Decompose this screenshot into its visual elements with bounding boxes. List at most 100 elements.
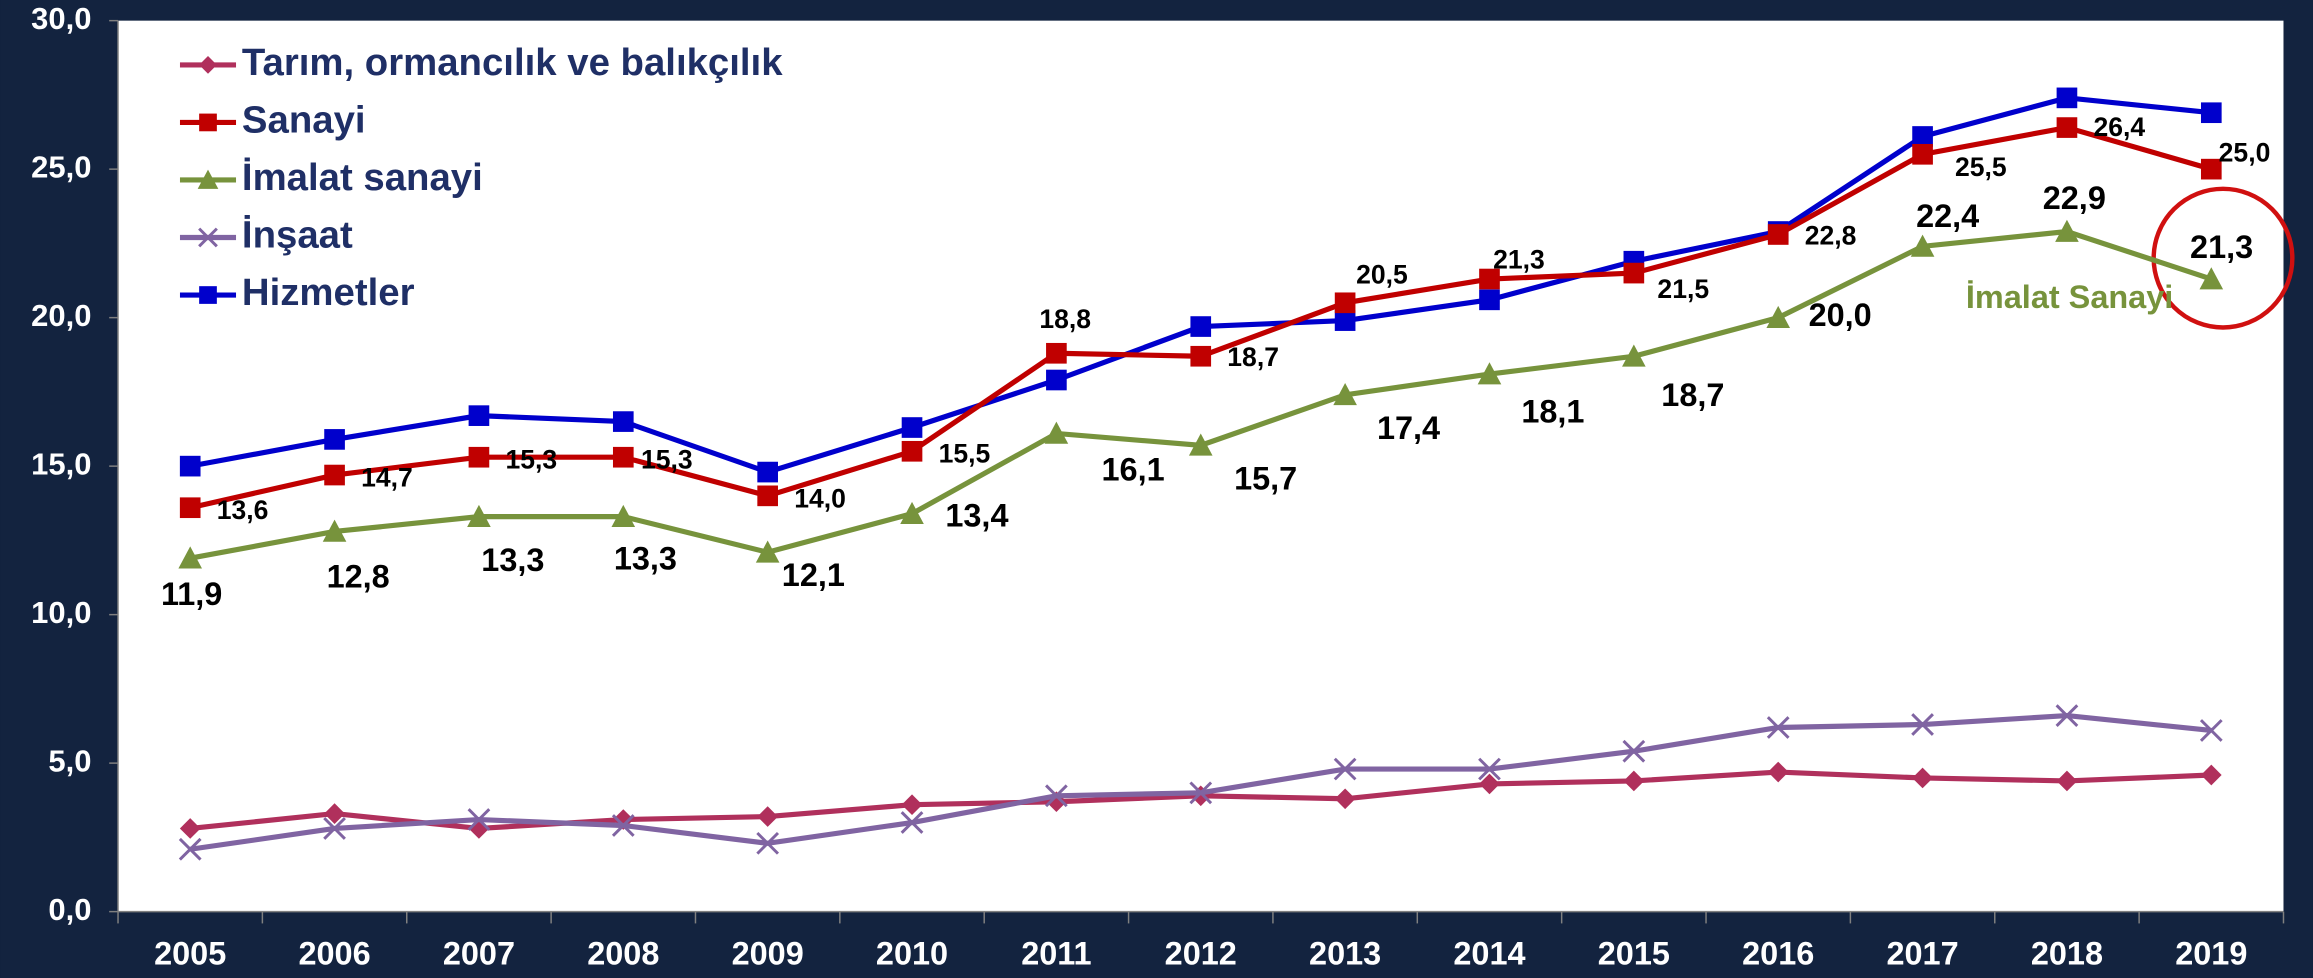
marker: [1623, 770, 1645, 792]
marker: [1912, 143, 1933, 165]
marker: [1622, 739, 1646, 763]
x-tick-label: 2016: [1742, 935, 1814, 971]
marker: [757, 485, 778, 507]
y-tick-label: 30,0: [31, 1, 91, 36]
x-tick-label: 2014: [1453, 935, 1525, 971]
x-tick-label: 2011: [1021, 935, 1091, 971]
marker: [324, 464, 345, 486]
y-tick-label: 20,0: [31, 298, 91, 333]
marker: [2200, 102, 2222, 124]
marker: [1045, 784, 1068, 808]
marker: [755, 540, 780, 563]
x-tick-label: 2007: [443, 935, 515, 971]
value-label: 21,5: [1657, 274, 1709, 304]
y-tick-label: 15,0: [31, 446, 91, 481]
y-tick-label: 0,0: [48, 892, 91, 927]
marker: [324, 803, 345, 824]
value-label: 14,7: [361, 462, 413, 492]
y-tick-label: 10,0: [31, 595, 91, 630]
marker: [2199, 267, 2224, 290]
marker: [1190, 345, 1212, 367]
marker: [198, 227, 218, 248]
marker: [901, 794, 923, 816]
marker: [2055, 704, 2079, 727]
value-label: 18,8: [1039, 304, 1091, 334]
marker: [1046, 369, 1067, 391]
marker: [179, 497, 201, 519]
marker: [901, 417, 923, 438]
x-tick-label: 2018: [2031, 935, 2103, 971]
value-label: 13,6: [217, 495, 269, 525]
value-label: 21,3: [1493, 244, 1545, 274]
marker: [179, 455, 201, 477]
value-label: 21,3: [2190, 229, 2253, 265]
marker: [2200, 764, 2222, 786]
value-label: 26,4: [2093, 112, 2145, 142]
value-label: 22,8: [1805, 220, 1857, 250]
value-label: 22,4: [1916, 198, 1979, 234]
marker: [2200, 158, 2222, 180]
marker: [179, 818, 201, 839]
marker: [1188, 433, 1213, 456]
marker: [323, 817, 346, 840]
marker: [1044, 421, 1069, 444]
marker: [1767, 224, 1789, 245]
x-tick-label: 2013: [1309, 935, 1381, 971]
marker: [1189, 781, 1213, 805]
value-label: 15,3: [505, 445, 557, 475]
marker: [611, 504, 636, 527]
marker: [1046, 342, 1067, 364]
value-label: 12,1: [782, 557, 845, 593]
marker: [612, 446, 634, 468]
x-tick-label: 2010: [876, 935, 948, 971]
marker: [900, 811, 924, 834]
marker: [468, 446, 490, 468]
marker: [1912, 767, 1933, 789]
value-label: 15,5: [939, 439, 991, 469]
value-label: 25,0: [2219, 137, 2271, 167]
marker: [178, 837, 202, 861]
marker: [612, 411, 634, 432]
x-tick-label: 2019: [2175, 935, 2247, 971]
legend-label: İnşaat: [242, 214, 353, 257]
marker: [468, 405, 490, 426]
y-tick-label: 5,0: [48, 743, 91, 778]
legend-label: Hizmetler: [242, 271, 415, 314]
x-tick-label: 2006: [298, 935, 370, 971]
marker: [2056, 87, 2078, 109]
x-tick-label: 2017: [1886, 935, 1958, 971]
marker: [1479, 289, 1500, 311]
x-tick-label: 2012: [1165, 935, 1237, 971]
marker: [178, 546, 203, 569]
value-label: 12,8: [327, 558, 390, 594]
marker: [1622, 344, 1646, 367]
marker: [1333, 383, 1357, 406]
marker: [324, 429, 345, 450]
marker: [322, 519, 347, 542]
legend-label: Sanayi: [242, 99, 366, 142]
value-label: 17,4: [1377, 410, 1440, 446]
value-label: 16,1: [1102, 451, 1165, 487]
marker: [1623, 262, 1645, 284]
marker: [1190, 316, 1212, 337]
marker: [757, 806, 778, 827]
marker: [199, 286, 217, 304]
value-label: 15,3: [641, 445, 693, 475]
annotation: İmalat Sanayi: [1966, 279, 2173, 315]
marker: [1911, 713, 1934, 736]
value-label: 18,7: [1227, 342, 1279, 372]
marker: [1479, 268, 1500, 290]
marker: [199, 56, 217, 74]
marker: [1477, 362, 1502, 385]
value-label: 15,7: [1234, 460, 1297, 496]
value-label: 25,5: [1955, 152, 2007, 182]
marker: [901, 440, 923, 462]
value-label: 22,9: [2043, 180, 2106, 216]
value-label: 18,7: [1661, 377, 1724, 413]
legend-label: Tarım, ormancılık ve balıkçılık: [242, 41, 783, 84]
marker: [1334, 292, 1356, 314]
marker: [900, 501, 924, 524]
x-tick-label: 2009: [732, 935, 804, 971]
marker: [467, 504, 491, 527]
